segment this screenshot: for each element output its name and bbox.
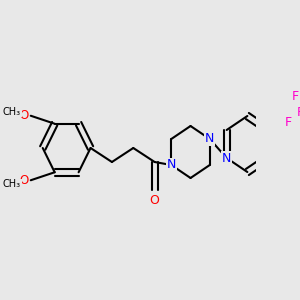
Text: O: O <box>150 194 160 206</box>
Text: CH₃: CH₃ <box>3 179 21 189</box>
Text: N: N <box>205 133 214 146</box>
Text: O: O <box>19 174 28 187</box>
Text: O: O <box>19 109 28 122</box>
Text: F: F <box>292 89 299 103</box>
Text: F: F <box>297 106 300 118</box>
Text: N: N <box>167 158 176 172</box>
Text: N: N <box>222 152 231 164</box>
Text: F: F <box>285 116 292 128</box>
Text: CH₃: CH₃ <box>3 107 21 117</box>
